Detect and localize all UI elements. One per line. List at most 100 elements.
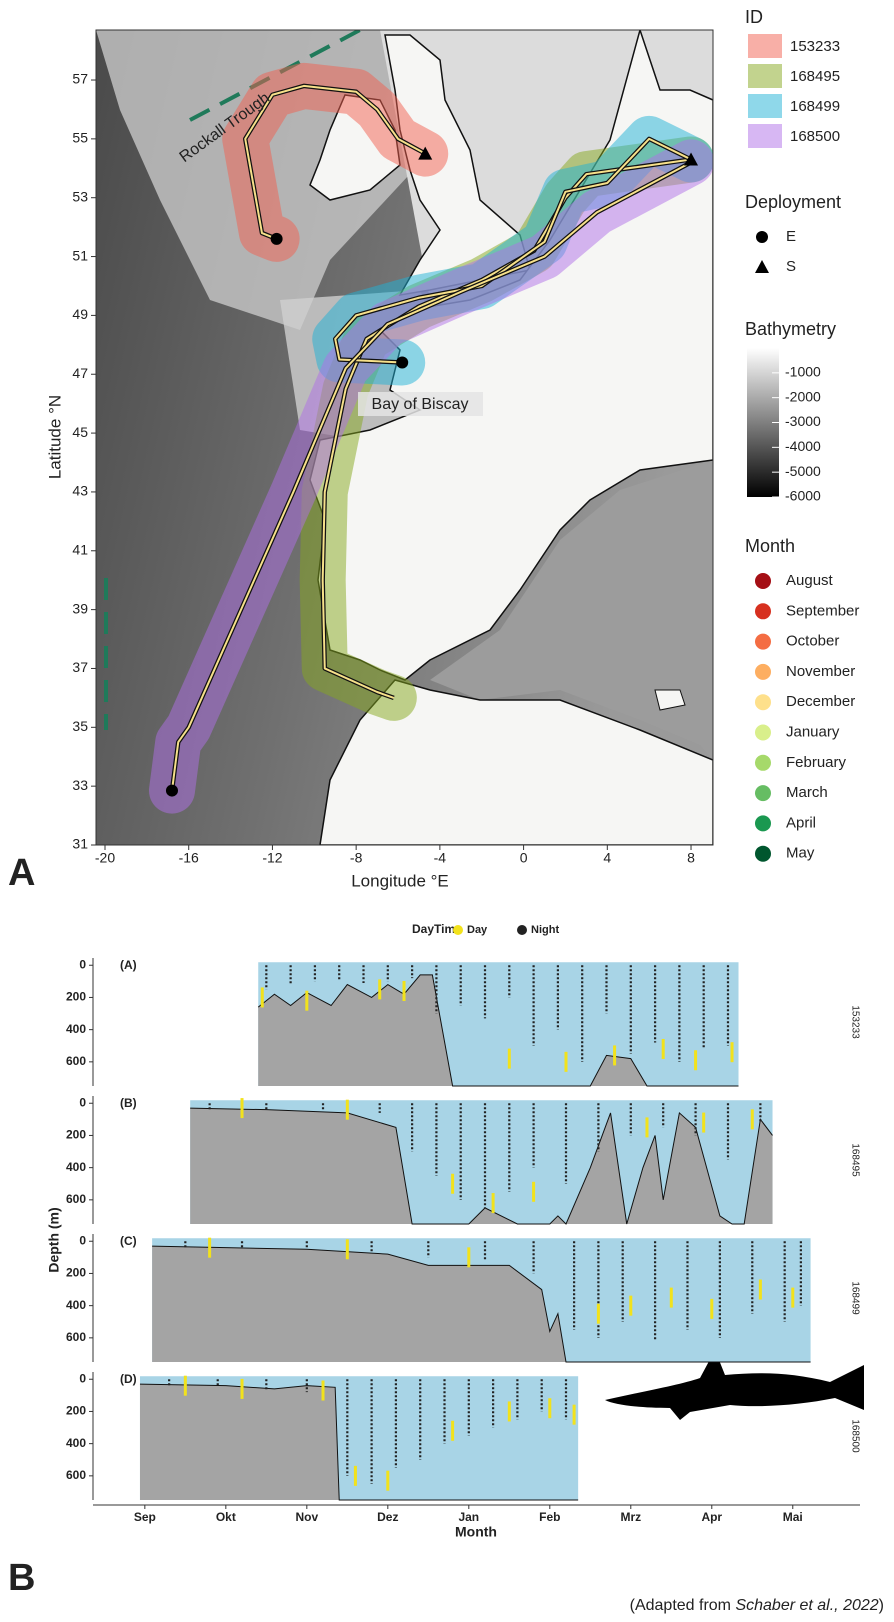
- day-dive: [532, 1181, 536, 1202]
- x-tick-label: Feb: [539, 1510, 560, 1524]
- day-dive: [305, 990, 309, 1011]
- x-tick-label: -8: [350, 850, 363, 866]
- seafloor-line: [152, 1245, 811, 1363]
- y-tick-label: 55: [72, 130, 88, 146]
- day-dive: [402, 981, 406, 1002]
- seafloor: [152, 1246, 811, 1362]
- track: [244, 84, 426, 240]
- day-dive: [750, 1109, 754, 1130]
- y-tick-label: 400: [66, 1436, 86, 1450]
- x-tick-label: Nov: [295, 1510, 318, 1524]
- day-dive: [183, 1375, 187, 1396]
- y-tick-label: 400: [66, 1160, 86, 1174]
- y-tick-label: 0: [79, 1371, 86, 1385]
- x-tick-label: Dez: [377, 1510, 398, 1524]
- x-tick-label: 4: [603, 850, 611, 866]
- track: [334, 137, 692, 364]
- day-dive: [669, 1287, 673, 1308]
- day-dive: [613, 1045, 617, 1066]
- legend-marker: [755, 603, 771, 620]
- annotation: Bay of Biscay: [372, 396, 469, 413]
- panel-label: (D): [120, 1372, 137, 1386]
- panel-label: A: [8, 852, 35, 894]
- x-tick-label: -4: [434, 850, 447, 866]
- legend-marker: [755, 724, 771, 741]
- y-axis-label: Latitude °N: [45, 395, 64, 479]
- panel-label: (C): [120, 1234, 137, 1248]
- y-tick-label: 400: [66, 1022, 86, 1036]
- legend-swatch: [748, 64, 782, 88]
- x-tick-label: Sep: [134, 1510, 156, 1524]
- y-tick-label: 0: [79, 1095, 86, 1109]
- x-tick-label: 0: [520, 850, 528, 866]
- strip-label: 168495: [849, 1143, 860, 1177]
- y-tick-label: 53: [72, 188, 88, 204]
- colorbar-label: -6000: [785, 488, 821, 504]
- legend-marker: [755, 573, 771, 589]
- day-dive: [564, 1051, 568, 1072]
- panel-label: B: [8, 1557, 35, 1599]
- y-tick-label: 43: [72, 483, 88, 499]
- legend-label: 168500: [790, 128, 840, 145]
- legend-label: Night: [531, 924, 559, 936]
- y-tick-label: 31: [72, 836, 88, 852]
- deployment-marker: [684, 152, 699, 166]
- legend-label: March: [786, 784, 828, 801]
- day-dive: [572, 1404, 576, 1425]
- x-tick-label: 8: [687, 850, 695, 866]
- y-tick-label: 57: [72, 71, 88, 87]
- y-tick-label: 200: [66, 1404, 86, 1418]
- day-dive: [507, 1048, 511, 1069]
- deployment-marker: [270, 232, 283, 245]
- day-dive: [758, 1279, 762, 1300]
- seafloor: [258, 974, 739, 1086]
- annotation-box: [358, 392, 483, 416]
- track: [170, 161, 692, 791]
- y-tick-label: 600: [66, 1054, 86, 1068]
- credit-author: Schaber et al., 2022: [735, 1597, 878, 1614]
- legend-marker: [755, 785, 771, 802]
- y-tick-label: 37: [72, 659, 88, 675]
- legend-label: E: [786, 228, 796, 245]
- x-tick-label: -20: [95, 850, 115, 866]
- legend-marker: [755, 754, 771, 771]
- x-tick-label: Mrz: [620, 1510, 641, 1524]
- y-tick-label: 200: [66, 1128, 86, 1142]
- y-tick-label: 200: [66, 990, 86, 1004]
- day-dive: [467, 1247, 471, 1268]
- day-dive: [548, 1398, 552, 1419]
- legend-label: December: [786, 693, 855, 710]
- legend-title: ID: [745, 7, 763, 27]
- day-dive: [629, 1295, 633, 1316]
- day-dive: [791, 1287, 795, 1308]
- day-dive: [208, 1237, 212, 1258]
- legend-label: 168499: [790, 98, 840, 115]
- day-dive: [710, 1298, 714, 1319]
- legend-swatch: [748, 124, 782, 148]
- colorbar-label: -4000: [785, 438, 821, 454]
- day-dive: [702, 1112, 706, 1133]
- x-axis-label: Longitude °E: [351, 871, 449, 890]
- day-dive: [507, 1401, 511, 1422]
- day-dive: [694, 1050, 698, 1071]
- x-tick-label: -16: [179, 850, 199, 866]
- strip-label: 153233: [849, 1005, 860, 1039]
- legend-title: DayTime: [412, 922, 462, 936]
- seafloor-line: [139, 1383, 579, 1501]
- legend-label: October: [786, 633, 839, 650]
- x-tick-label: Jan: [458, 1510, 479, 1524]
- legend-label: February: [786, 754, 847, 771]
- deployment-marker: [396, 356, 409, 369]
- legend-label: S: [786, 258, 796, 275]
- y-tick-label: 600: [66, 1330, 86, 1344]
- legend-label: November: [786, 663, 855, 680]
- map-layer: [148, 62, 713, 814]
- y-tick-label: 47: [72, 365, 88, 381]
- colorbar-label: -2000: [785, 388, 821, 404]
- deployment-marker: [418, 146, 433, 160]
- y-tick-label: 35: [72, 718, 88, 734]
- day-dive: [451, 1173, 455, 1194]
- legend-label: September: [786, 602, 859, 619]
- y-axis-label: Depth (m): [46, 1207, 62, 1272]
- x-axis-label: Month: [455, 1524, 497, 1540]
